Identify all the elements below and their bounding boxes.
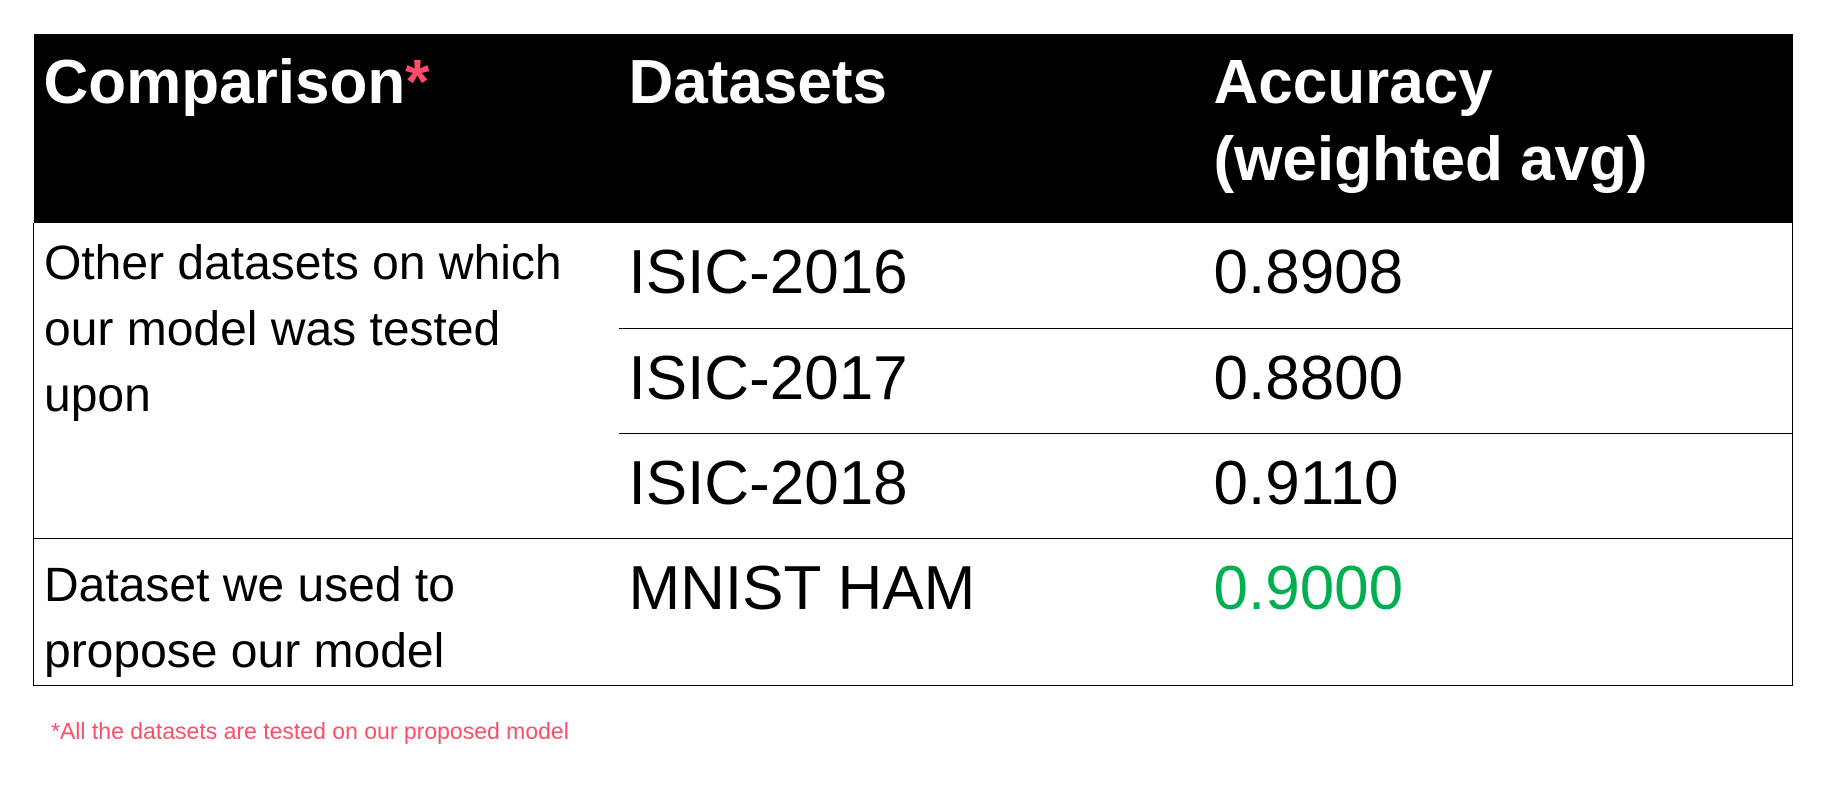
accuracy-cell: 0.8800 — [1203, 327, 1793, 433]
dataset-cell: ISIC-2018 — [618, 432, 1204, 538]
accuracy-cell: 0.8908 — [1203, 223, 1793, 328]
header-accuracy-line2: (weighted avg) — [1213, 125, 1648, 194]
header-comparison-label: Comparison — [43, 48, 406, 117]
table-row: Other datasets on which our model was te… — [33, 223, 1793, 538]
header-accuracy: Accuracy (weighted avg) — [1203, 34, 1793, 223]
table-row: ISIC-2017 0.8800 — [34, 327, 1793, 433]
highlighted-accuracy-cell: 0.9000 — [1203, 537, 1793, 686]
table-body: Other datasets on which our model was te… — [33, 223, 1793, 686]
table-header: Comparison* Datasets Accuracy (weighted a… — [33, 34, 1793, 223]
header-row: Comparison* Datasets Accuracy (weighted a… — [33, 34, 1793, 223]
header-datasets: Datasets — [618, 34, 1204, 223]
header-comparison: Comparison* — [33, 34, 619, 223]
header-accuracy-line1: Accuracy — [1213, 48, 1493, 117]
dataset-cell: ISIC-2016 — [628, 238, 908, 307]
dataset-cell: MNIST HAM — [618, 537, 1204, 686]
table-row: ISIC-2018 0.9110 — [34, 432, 1793, 538]
table-row: Dataset we used to propose our model MNI… — [33, 537, 1793, 686]
footnote: *All the datasets are tested on our prop… — [51, 718, 569, 744]
group-proposed-description: Dataset we used to propose our model — [33, 537, 619, 686]
dataset-cell: ISIC-2017 — [618, 327, 1204, 433]
accuracy-cell: 0.9110 — [1203, 432, 1793, 538]
header-asterisk: * — [405, 48, 430, 117]
comparison-table: Comparison* Datasets Accuracy (weighted a… — [33, 34, 1793, 686]
group-other-description: Other datasets on which our model was te… — [33, 223, 619, 538]
